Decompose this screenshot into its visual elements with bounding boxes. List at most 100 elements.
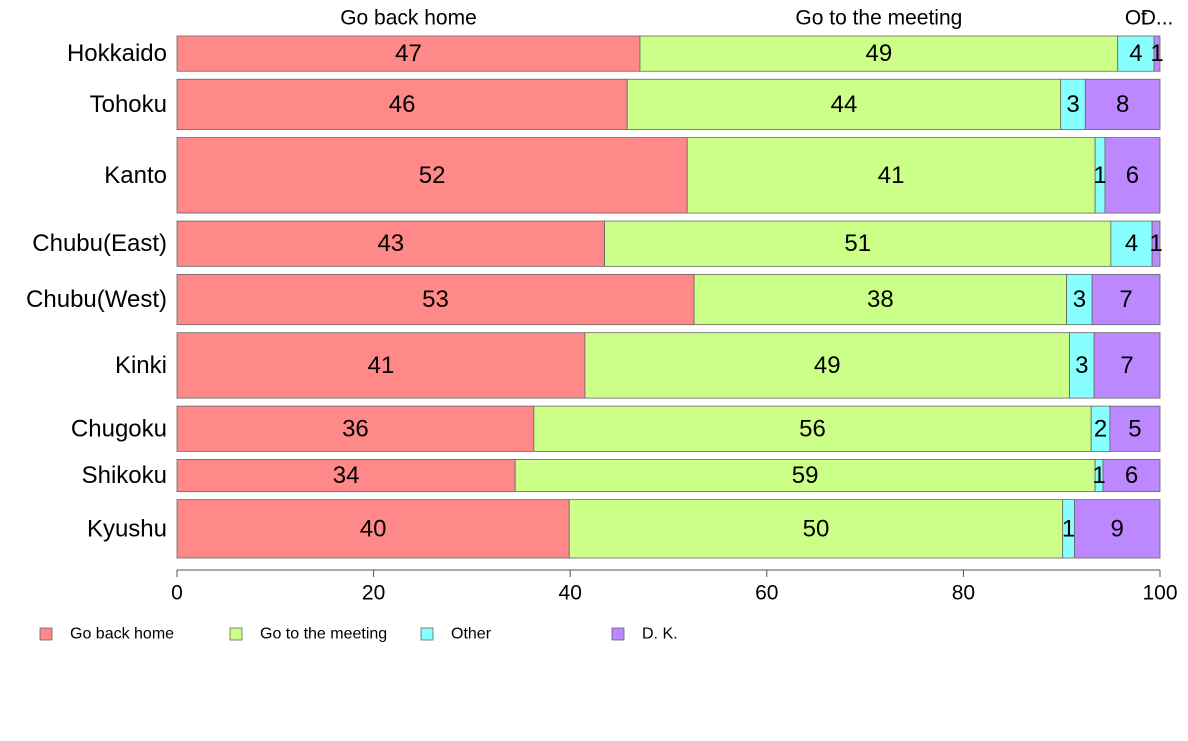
bar-segment-kanto-go-back-home xyxy=(176,137,688,214)
legend-label-other: Other xyxy=(451,626,492,643)
top-label-go-to-the-meeting: Go to the meeting xyxy=(795,7,962,30)
data-label-kanto-d-k: 6 xyxy=(1126,162,1139,189)
legend-label-d-k: D. K. xyxy=(642,626,678,643)
category-label-kyushu: Kyushu xyxy=(87,515,167,542)
bar-segment-shikoku-go-to-the-meeting xyxy=(514,459,1096,493)
legend-swatch-other xyxy=(420,627,434,641)
category-label-shikoku: Shikoku xyxy=(82,462,167,489)
x-tick-label-60: 60 xyxy=(755,582,778,605)
top-label-go-back-home: Go back home xyxy=(340,7,477,30)
bar-segment-kyushu-go-back-home xyxy=(176,499,570,559)
data-label-kyushu-d-k: 9 xyxy=(1111,515,1124,542)
category-label-tohoku: Tohoku xyxy=(90,91,167,118)
bar-segment-tohoku-go-to-the-meeting xyxy=(626,78,1062,130)
top-label-other: Ot xyxy=(1125,7,1147,30)
bar-segment-shikoku-d-k xyxy=(1102,459,1161,493)
data-label-chubu-east-go-to-the-meeting: 51 xyxy=(844,230,871,257)
category-labels: Hokkaido Tohoku Kanto Chubu(East) Chubu(West… xyxy=(26,40,167,542)
category-label-chugoku: Chugoku xyxy=(71,415,167,442)
data-label-hokkaido-go-to-the-meeting: 49 xyxy=(866,40,893,67)
data-label-chubu-west-go-back-home: 53 xyxy=(422,286,449,313)
bar-segment-kinki-go-to-the-meeting xyxy=(584,332,1070,399)
x-tick-label-40: 40 xyxy=(559,582,582,605)
legend-label-go-back-home: Go back home xyxy=(70,626,174,643)
data-label-chubu-west-d-k: 7 xyxy=(1119,286,1132,313)
bar-segment-shikoku-go-back-home xyxy=(176,459,516,493)
x-tick-label-100: 100 xyxy=(1142,582,1177,605)
data-label-shikoku-go-to-the-meeting: 59 xyxy=(792,462,819,489)
legend: Go back home Go to the meeting Other D. K. xyxy=(39,626,678,643)
bar-segment-kyushu-d-k xyxy=(1074,499,1161,559)
data-label-hokkaido-d-k: 1 xyxy=(1150,40,1163,67)
bar-segment-kinki-d-k xyxy=(1093,332,1161,399)
data-label-shikoku-d-k: 6 xyxy=(1125,462,1138,489)
data-label-kyushu-other: 1 xyxy=(1062,515,1075,542)
data-label-chugoku-d-k: 5 xyxy=(1128,415,1141,442)
data-label-shikoku-other: 1 xyxy=(1092,462,1105,489)
data-label-hokkaido-other: 4 xyxy=(1129,40,1142,67)
x-axis: 0 20 40 60 80 100 xyxy=(171,569,1178,605)
data-label-tohoku-go-back-home: 46 xyxy=(389,91,416,118)
bar-group xyxy=(176,35,1161,559)
bar-segment-chubu-east-go-to-the-meeting xyxy=(604,220,1112,267)
bar-segment-tohoku-go-back-home xyxy=(176,78,628,130)
bar-segment-chubu-west-d-k xyxy=(1091,273,1161,326)
bar-segment-tohoku-d-k xyxy=(1084,78,1161,130)
bar-segment-hokkaido-d-k xyxy=(1153,35,1161,72)
data-label-tohoku-go-to-the-meeting: 44 xyxy=(831,91,858,118)
data-label-chubu-east-d-k: 1 xyxy=(1149,230,1162,257)
top-label-d-k: D... xyxy=(1141,7,1174,30)
data-label-hokkaido-go-back-home: 47 xyxy=(395,40,422,67)
bar-segment-chugoku-go-back-home xyxy=(176,405,535,452)
x-tick-label-20: 20 xyxy=(362,582,385,605)
bar-segment-chugoku-d-k xyxy=(1109,405,1161,452)
data-label-chugoku-go-to-the-meeting: 56 xyxy=(799,415,826,442)
data-label-kanto-go-to-the-meeting: 41 xyxy=(878,162,905,189)
bar-segment-kinki-other xyxy=(1069,332,1095,399)
data-label-tohoku-d-k: 8 xyxy=(1116,91,1129,118)
data-label-kyushu-go-to-the-meeting: 50 xyxy=(803,515,830,542)
data-label-chubu-east-other: 4 xyxy=(1125,230,1138,257)
bar-segment-chubu-west-other xyxy=(1066,273,1093,326)
top-series-labels: Go back home Go to the meeting OtD... xyxy=(340,7,1173,30)
data-label-kanto-other: 1 xyxy=(1093,162,1106,189)
bar-segment-chugoku-go-to-the-meeting xyxy=(533,405,1092,452)
data-label-kinki-d-k: 7 xyxy=(1120,352,1133,379)
category-label-chubu-west: Chubu(West) xyxy=(26,286,167,313)
legend-swatch-go-to-the-meeting xyxy=(229,627,243,641)
data-label-chugoku-go-back-home: 36 xyxy=(342,415,369,442)
x-tick-label-0: 0 xyxy=(171,582,183,605)
bar-segment-chubu-west-go-to-the-meeting xyxy=(693,273,1068,326)
data-label-chubu-west-other: 3 xyxy=(1073,286,1086,313)
legend-swatch-go-back-home xyxy=(39,627,53,641)
data-label-chubu-west-go-to-the-meeting: 38 xyxy=(867,286,894,313)
data-label-chubu-east-go-back-home: 43 xyxy=(377,230,404,257)
data-label-shikoku-go-back-home: 34 xyxy=(333,462,360,489)
category-label-kanto: Kanto xyxy=(104,162,167,189)
bar-segment-kinki-go-back-home xyxy=(176,332,586,399)
legend-label-go-to-the-meeting: Go to the meeting xyxy=(260,626,387,643)
x-tick-label-80: 80 xyxy=(952,582,975,605)
category-label-kinki: Kinki xyxy=(115,352,167,379)
bar-segment-chubu-east-go-back-home xyxy=(176,220,606,267)
data-label-tohoku-other: 3 xyxy=(1066,91,1079,118)
bar-segment-hokkaido-other xyxy=(1117,35,1155,72)
data-label-kinki-go-back-home: 41 xyxy=(368,352,395,379)
data-label-kinki-other: 3 xyxy=(1075,352,1088,379)
data-label-chugoku-other: 2 xyxy=(1094,415,1107,442)
bar-segment-hokkaido-go-back-home xyxy=(176,35,641,72)
data-label-kanto-go-back-home: 52 xyxy=(419,162,446,189)
bar-segment-kanto-go-to-the-meeting xyxy=(686,137,1096,214)
bar-segment-chubu-east-d-k xyxy=(1151,220,1161,267)
data-label-kinki-go-to-the-meeting: 49 xyxy=(814,352,841,379)
bar-segment-kanto-d-k xyxy=(1104,137,1161,214)
category-label-hokkaido: Hokkaido xyxy=(67,40,167,67)
bar-segment-tohoku-other xyxy=(1060,78,1086,130)
bar-segment-hokkaido-go-to-the-meeting xyxy=(639,35,1119,72)
category-label-chubu-east: Chubu(East) xyxy=(32,230,167,257)
bar-segment-kyushu-go-to-the-meeting xyxy=(568,499,1064,559)
bar-segment-chubu-east-other xyxy=(1110,220,1153,267)
data-label-kyushu-go-back-home: 40 xyxy=(360,515,387,542)
legend-swatch-d-k xyxy=(611,627,625,641)
